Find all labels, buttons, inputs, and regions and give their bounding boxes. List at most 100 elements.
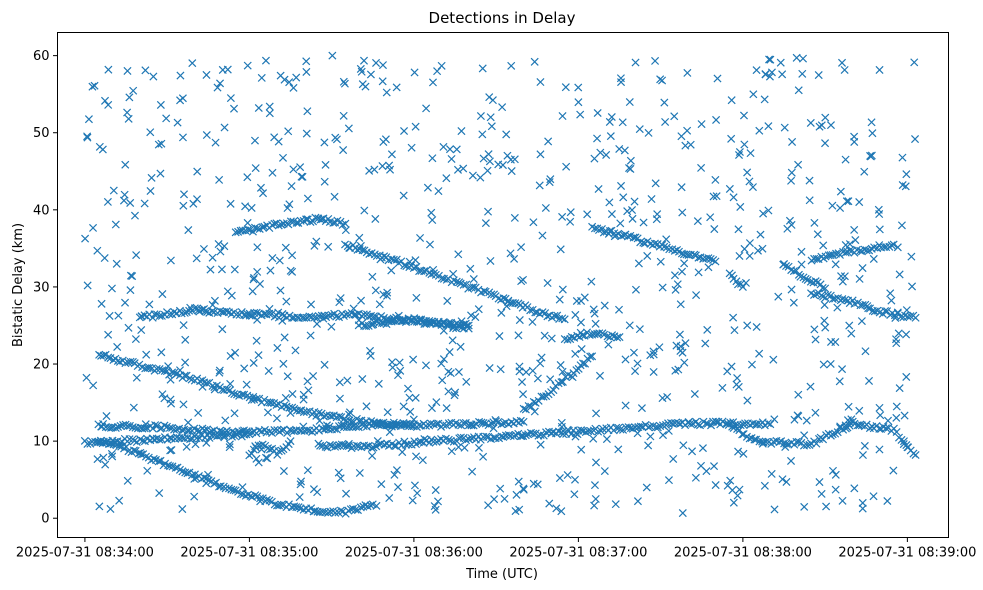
detection-point: [419, 316, 428, 325]
detection-point: [337, 440, 346, 449]
detection-point: [696, 461, 706, 470]
detection-point: [314, 408, 323, 417]
detection-point: [451, 388, 460, 397]
detection-point: [750, 435, 759, 444]
detection-point: [328, 51, 337, 60]
detection-point: [456, 342, 465, 351]
detection-point: [845, 421, 854, 430]
detection-point: [303, 107, 312, 116]
detection-point: [339, 77, 348, 86]
detection-point: [167, 446, 176, 455]
detection-point: [141, 66, 150, 75]
detection-point: [437, 61, 446, 70]
detection-point: [448, 336, 457, 345]
detection-point: [633, 234, 642, 243]
detection-point: [249, 273, 259, 282]
detection-point: [688, 447, 697, 456]
detection-point: [718, 383, 727, 392]
detection-point: [408, 496, 417, 505]
detection-point: [819, 360, 828, 369]
detection-point: [543, 312, 552, 321]
x-axis: 2025-07-31 08:34:00 2025-07-31 08:35:00 20…: [16, 537, 976, 561]
detection-point: [132, 251, 141, 260]
detection-point: [586, 427, 595, 436]
detection-point: [141, 452, 151, 461]
detection-point: [359, 422, 368, 431]
detection-point: [504, 431, 513, 440]
detection-point: [452, 277, 461, 286]
detection-point: [902, 330, 911, 339]
detection-point: [776, 58, 785, 67]
detection-point: [278, 309, 287, 319]
detection-point: [156, 456, 165, 465]
detection-point: [454, 250, 463, 259]
detection-point: [528, 317, 537, 326]
detection-point: [319, 314, 328, 323]
detection-point: [794, 437, 803, 446]
detection-point: [129, 86, 138, 95]
detection-point: [538, 231, 547, 240]
detection-point: [694, 268, 703, 277]
detection-point: [486, 113, 495, 122]
detection-point: [860, 441, 869, 450]
detection-point: [610, 232, 619, 241]
detection-point: [577, 345, 586, 354]
detection-point: [595, 371, 605, 380]
detection-point: [445, 145, 455, 154]
detection-point: [613, 333, 622, 342]
detection-point: [251, 442, 260, 451]
detection-point: [250, 136, 260, 145]
detection-point: [557, 422, 566, 431]
detection-point: [847, 329, 856, 338]
detection-point: [841, 248, 850, 257]
detection-point: [229, 485, 238, 495]
detection-point: [558, 314, 567, 323]
detection-point: [126, 271, 135, 280]
detection-point: [362, 402, 371, 411]
detection-point: [168, 368, 177, 377]
detection-point: [154, 140, 163, 149]
detection-point: [692, 291, 701, 300]
detection-point: [467, 311, 476, 320]
detection-point: [121, 160, 130, 169]
detection-point: [468, 171, 477, 180]
detection-point: [789, 298, 798, 307]
detection-point: [815, 478, 824, 487]
detection-point: [875, 403, 884, 412]
detection-point: [467, 421, 476, 430]
detection-point: [398, 448, 407, 457]
detection-point: [693, 420, 702, 429]
detection-point: [294, 503, 303, 512]
detection-point: [658, 283, 667, 292]
detection-point: [591, 494, 600, 503]
detection-point: [908, 282, 917, 291]
detection-point: [230, 431, 239, 440]
detection-point: [635, 125, 644, 134]
detection-point: [288, 251, 297, 260]
detection-point: [855, 406, 864, 415]
detection-point: [306, 331, 315, 340]
detection-point: [858, 300, 867, 310]
detection-point: [734, 225, 743, 234]
detection-point: [514, 331, 523, 340]
y-tick-label: 30: [33, 280, 50, 295]
detection-point: [899, 437, 908, 446]
detection-point: [393, 483, 403, 492]
detection-point: [530, 57, 539, 66]
detection-point: [141, 420, 150, 429]
detection-point: [302, 407, 311, 416]
detection-point: [220, 123, 229, 132]
detection-point: [778, 70, 787, 79]
detection-point: [655, 343, 664, 352]
detection-point: [821, 139, 830, 148]
detection-point: [368, 451, 377, 460]
detection-point: [796, 272, 805, 281]
detection-point: [897, 221, 906, 230]
detection-point: [265, 102, 274, 111]
detection-point: [876, 411, 885, 420]
detection-point: [593, 134, 602, 143]
detection-point: [545, 499, 554, 508]
detection-point: [123, 476, 132, 485]
detection-point: [93, 455, 102, 464]
detection-point: [330, 424, 339, 433]
